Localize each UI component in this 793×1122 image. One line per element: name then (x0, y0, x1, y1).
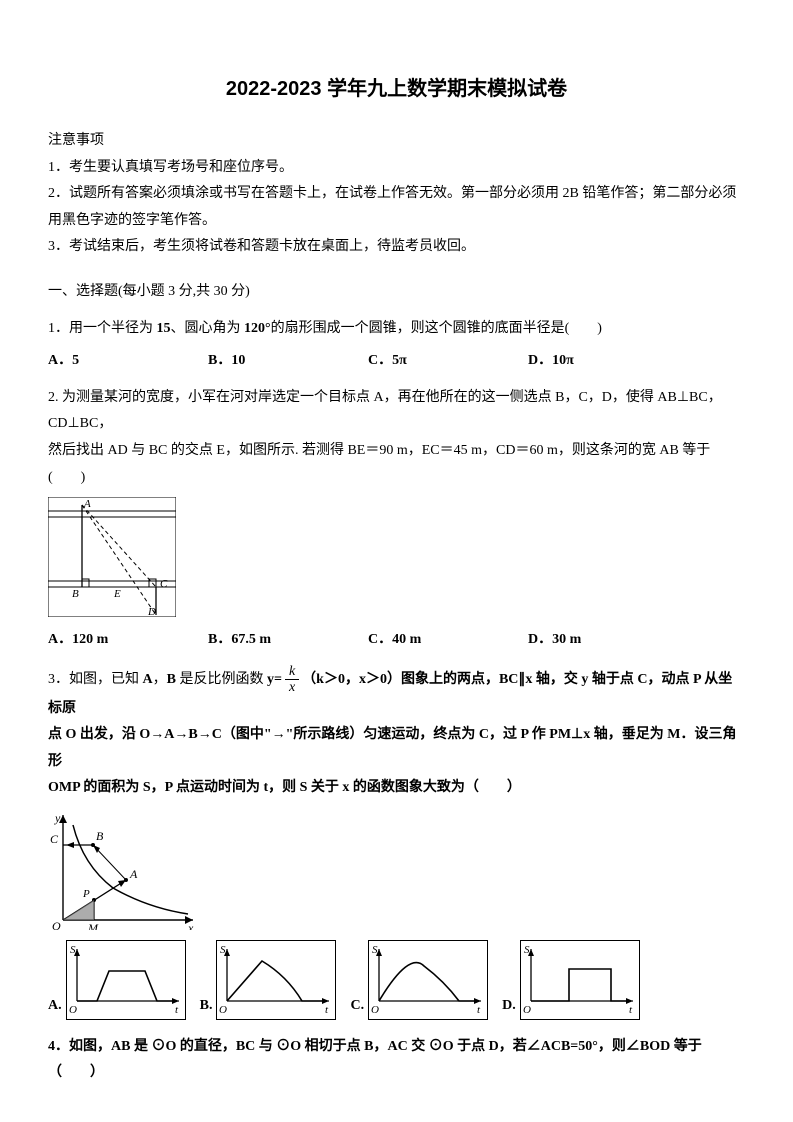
q2-opt-c: C．40 m (368, 627, 528, 654)
q1-mid1: 、圆心角为 (171, 321, 245, 336)
label-M: M (87, 921, 99, 930)
q2-diagram: A B E C D (48, 497, 745, 617)
q3-opt-a-svg: S O t (66, 940, 186, 1020)
q3-opt-d-path (531, 969, 631, 1001)
q1-options: A．5 B．10 C．5π D．10π (48, 348, 745, 375)
q3-opt-c-path (379, 962, 479, 1000)
label-A: A (83, 498, 91, 510)
q3-l1c: ， (153, 672, 167, 687)
notice-line-3: 3．考试结束后，考生须将试卷和答题卡放在桌面上，待监考员收回。 (48, 234, 745, 261)
label-t-c: t (477, 1004, 481, 1016)
q2-options: A．120 m B．67.5 m C．40 m D．30 m (48, 627, 745, 654)
q3-opt-a-tag: A. (48, 993, 62, 1020)
label-S-c: S (372, 944, 378, 956)
label-O: O (52, 919, 61, 930)
label-B: B (72, 588, 79, 600)
q3-opt-b-svg: S O t (216, 940, 336, 1020)
question-1: 1．用一个半径为 15、圆心角为 120°的扇形围成一个圆锥，则这个圆锥的底面半… (48, 316, 745, 375)
q3-opt-d-cell: D. S O t (502, 940, 640, 1020)
q1-radius: 15 (157, 321, 171, 336)
label-O-d: O (523, 1004, 531, 1016)
question-4: 4．如图，AB 是 ⊙O 的直径，BC 与 ⊙O 相切于点 B，AC 交 ⊙O … (48, 1034, 745, 1087)
label-B: B (96, 829, 104, 843)
q3-opt-a-cell: A. S O t (48, 940, 186, 1020)
q3-opt-b-tag: B. (200, 993, 213, 1020)
q3-opt-d-svg: S O t (520, 940, 640, 1020)
label-t-d: t (629, 1004, 633, 1016)
label-C: C (50, 832, 59, 846)
q3-l1d: B (167, 672, 176, 687)
label-P: P (82, 888, 90, 900)
q3-main-svg: y x O C B A P M (48, 810, 198, 930)
label-C: C (160, 578, 168, 590)
q1-angle: 120° (244, 321, 271, 336)
q3-line1: 3．如图，已知 A，B 是反比例函数 y=kx（k＞0，x＞0）图象上的两点，B… (48, 664, 745, 722)
q3-option-row: A. S O t B. S O t (48, 940, 745, 1020)
notice-line-2: 2．试题所有答案必须填涂或书写在答题卡上，在试卷上作答无效。第一部分必须用 2B… (48, 181, 745, 234)
q2-opt-d: D．30 m (528, 627, 688, 654)
label-t-b: t (325, 1004, 329, 1016)
q3-opt-b-path (227, 961, 327, 1001)
q1-pre: 1．用一个半径为 (48, 321, 157, 336)
q2-opt-b: B．67.5 m (208, 627, 368, 654)
q3-opt-d-tag: D. (502, 993, 516, 1020)
label-O-b: O (219, 1004, 227, 1016)
question-2: 2. 为测量某河的宽度，小军在河对岸选定一个目标点 A，再在他所在的这一侧选点 … (48, 385, 745, 654)
label-D: D (147, 606, 156, 617)
notice-block: 注意事项 1．考生要认真填写考场号和座位序号。 2．试题所有答案必须填涂或书写在… (48, 128, 745, 261)
q2-opt-a: A．120 m (48, 627, 208, 654)
q3-l1e: 是反比例函数 (176, 672, 267, 687)
q2-line2: 然后找出 AD 与 BC 的交点 E，如图所示. 若测得 BE＝90 m，EC＝… (48, 438, 745, 491)
q3-l1f: y= (267, 672, 282, 687)
label-x: x (187, 921, 194, 930)
q2-line1: 2. 为测量某河的宽度，小军在河对岸选定一个目标点 A，再在他所在的这一侧选点 … (48, 385, 745, 438)
label-t-a: t (175, 1004, 179, 1016)
q3-l1a: 3．如图，已知 (48, 672, 143, 687)
label-O-a: O (69, 1004, 77, 1016)
page-title: 2022-2023 学年九上数学期末模拟试卷 (48, 70, 745, 108)
question-3: 3．如图，已知 A，B 是反比例函数 y=kx（k＞0，x＞0）图象上的两点，B… (48, 664, 745, 1020)
notice-line-1: 1．考生要认真填写考场号和座位序号。 (48, 155, 745, 182)
q1-opt-a: A．5 (48, 348, 208, 375)
q3-opt-c-svg: S O t (368, 940, 488, 1020)
q1-opt-c: C．5π (368, 348, 528, 375)
q3-frac-num: k (285, 664, 299, 680)
q3-opt-c-tag: C. (350, 993, 364, 1020)
q1-stem: 1．用一个半径为 15、圆心角为 120°的扇形围成一个圆锥，则这个圆锥的底面半… (48, 316, 745, 343)
q1-opt-b: B．10 (208, 348, 368, 375)
q1-opt-d: D．10π (528, 348, 688, 375)
notice-head: 注意事项 (48, 128, 745, 155)
label-S-b: S (220, 944, 226, 956)
q3-l1b: A (143, 672, 153, 687)
q3-opt-c-cell: C. S O t (350, 940, 488, 1020)
label-E: E (113, 588, 121, 600)
label-y: y (54, 811, 61, 825)
q1-mid2: 的扇形围成一个圆锥，则这个圆锥的底面半径是( ) (271, 321, 602, 336)
q3-frac-den: x (285, 680, 299, 695)
river-diagram-svg: A B E C D (48, 497, 176, 617)
q3-line2: 点 O 出发，沿 O→A→B→C（图中"→"所示路线）匀速运动，终点为 C，过 … (48, 722, 745, 775)
q3-opt-a-path (77, 971, 177, 1001)
q3-main-diagram: y x O C B A P M (48, 810, 745, 930)
section-1-header: 一、选择题(每小题 3 分,共 30 分) (48, 279, 745, 306)
label-A: A (129, 867, 138, 881)
q3-fraction: kx (285, 664, 299, 696)
q4-stem: 4．如图，AB 是 ⊙O 的直径，BC 与 ⊙O 相切于点 B，AC 交 ⊙O … (48, 1034, 745, 1087)
q3-line3: OMP 的面积为 S，P 点运动时间为 t，则 S 关于 x 的函数图象大致为（… (48, 775, 745, 802)
q3-opt-b-cell: B. S O t (200, 940, 337, 1020)
label-S-d: S (524, 944, 530, 956)
label-O-c: O (371, 1004, 379, 1016)
label-S-a: S (70, 944, 76, 956)
